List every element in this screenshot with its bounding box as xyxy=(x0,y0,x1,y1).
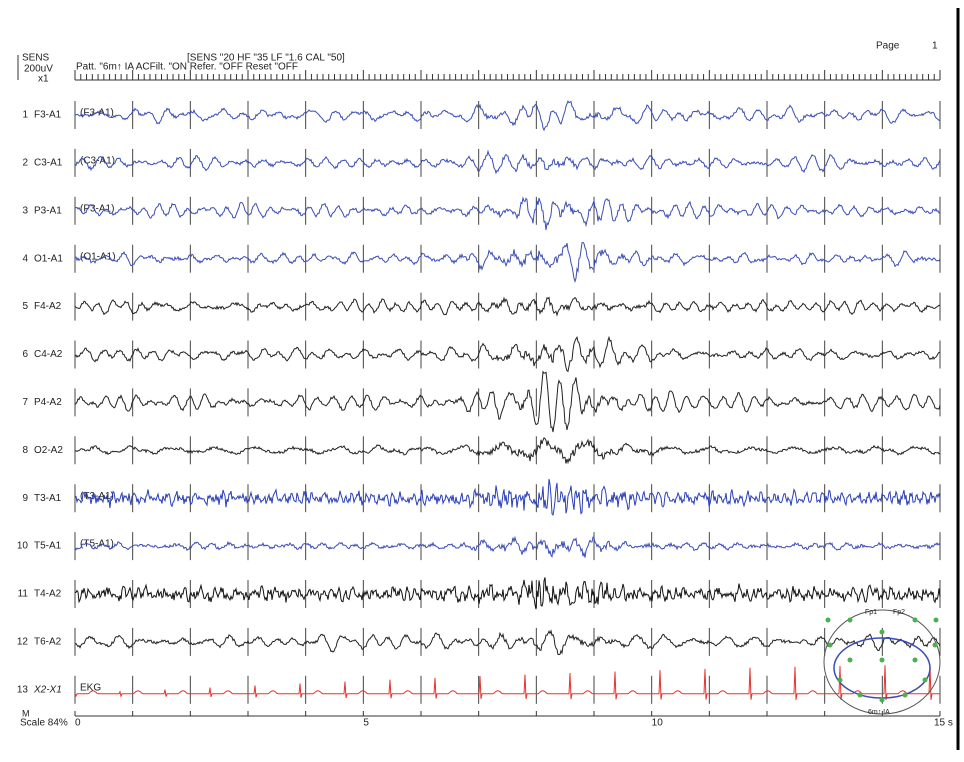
channel-number: 11 xyxy=(18,589,29,600)
eeg-trace xyxy=(74,241,941,284)
electrode xyxy=(857,692,863,698)
channel-number: 6 xyxy=(22,349,28,360)
eeg-trace xyxy=(74,100,941,132)
electrode xyxy=(837,677,843,683)
head-caption: 6m↑ IA xyxy=(868,709,890,716)
electrode xyxy=(847,657,853,663)
channel-label: T6-A2 xyxy=(34,637,62,648)
channel-number: 8 xyxy=(22,445,28,456)
electrode xyxy=(879,657,885,663)
electrode xyxy=(933,617,939,623)
electrode xyxy=(912,617,918,623)
electrode xyxy=(879,697,885,703)
eeg-trace xyxy=(74,437,941,465)
inline-label: (C3-A1) xyxy=(80,156,115,167)
inline-label: EKG xyxy=(80,682,101,693)
eeg-trace xyxy=(74,335,941,372)
electrode xyxy=(879,629,885,635)
head-label: Fp2 xyxy=(893,609,905,616)
inline-label: (P3-A1) xyxy=(80,203,114,214)
sens-value: 200uV xyxy=(24,64,53,75)
eeg-trace xyxy=(74,370,941,433)
eeg-trace xyxy=(74,664,940,700)
electrode xyxy=(847,617,853,623)
channel-label: T5-A1 xyxy=(34,541,62,552)
eeg-trace xyxy=(74,629,941,656)
channel-label: X2-X1 xyxy=(33,684,62,695)
inline-label: (T3-A1) xyxy=(80,491,114,502)
inline-label: (T5-A1) xyxy=(80,539,114,550)
channel-label: C3-A1 xyxy=(34,158,63,169)
channel-number: 9 xyxy=(22,493,28,504)
pattern: Patt. "6m↑ IA ACFilt. "ON Refer. "OFF Re… xyxy=(76,62,298,73)
channel-number: 5 xyxy=(22,301,28,312)
sens-mult: x1 xyxy=(38,74,49,85)
eeg-trace xyxy=(74,479,941,516)
page-number: 1 xyxy=(932,41,938,52)
eeg-trace xyxy=(74,196,941,231)
time-label: 15 s xyxy=(934,718,953,729)
page-label: Page xyxy=(876,41,900,52)
channel-label: P4-A2 xyxy=(34,397,62,408)
channel-label: F4-A2 xyxy=(34,301,62,312)
electrode xyxy=(902,692,908,698)
channel-number: 12 xyxy=(17,637,29,648)
channel-label: T4-A2 xyxy=(34,589,62,600)
time-label: 5 xyxy=(363,718,369,729)
channel-label: O2-A2 xyxy=(34,445,63,456)
time-label: 10 xyxy=(652,718,664,729)
head-label: Fp1 xyxy=(865,609,877,616)
eeg-trace xyxy=(74,535,941,558)
channel-label: C4-A2 xyxy=(34,349,63,360)
channel-number: 4 xyxy=(22,253,28,264)
head-outline xyxy=(823,609,941,715)
channel-number: 10 xyxy=(17,541,29,552)
electrode xyxy=(932,642,938,648)
settings: [SENS "20 HF "35 LF "1.6 CAL "50] xyxy=(187,53,345,64)
m-label: M xyxy=(22,708,30,718)
time-label: 0 xyxy=(75,718,81,729)
channel-number: 1 xyxy=(22,110,28,121)
channel-label: P3-A1 xyxy=(34,205,62,216)
eeg-trace xyxy=(74,577,941,610)
channel-number: 3 xyxy=(22,205,28,216)
electrode xyxy=(912,657,918,663)
sens-label: SENS xyxy=(22,53,50,64)
channel-label: O1-A1 xyxy=(34,253,63,264)
electrode xyxy=(922,677,928,683)
inline-label: (O1-A1) xyxy=(80,251,116,262)
eeg-trace xyxy=(74,149,941,175)
channel-label: F3-A1 xyxy=(34,110,62,121)
eeg-trace xyxy=(74,296,941,317)
channel-number: 7 xyxy=(22,397,28,408)
scale-label: Scale 84% xyxy=(20,718,68,729)
electrode xyxy=(825,617,831,623)
channel-number: 13 xyxy=(17,684,29,695)
electrode xyxy=(827,642,833,648)
channel-label: T3-A1 xyxy=(34,493,62,504)
channel-number: 2 xyxy=(22,158,28,169)
